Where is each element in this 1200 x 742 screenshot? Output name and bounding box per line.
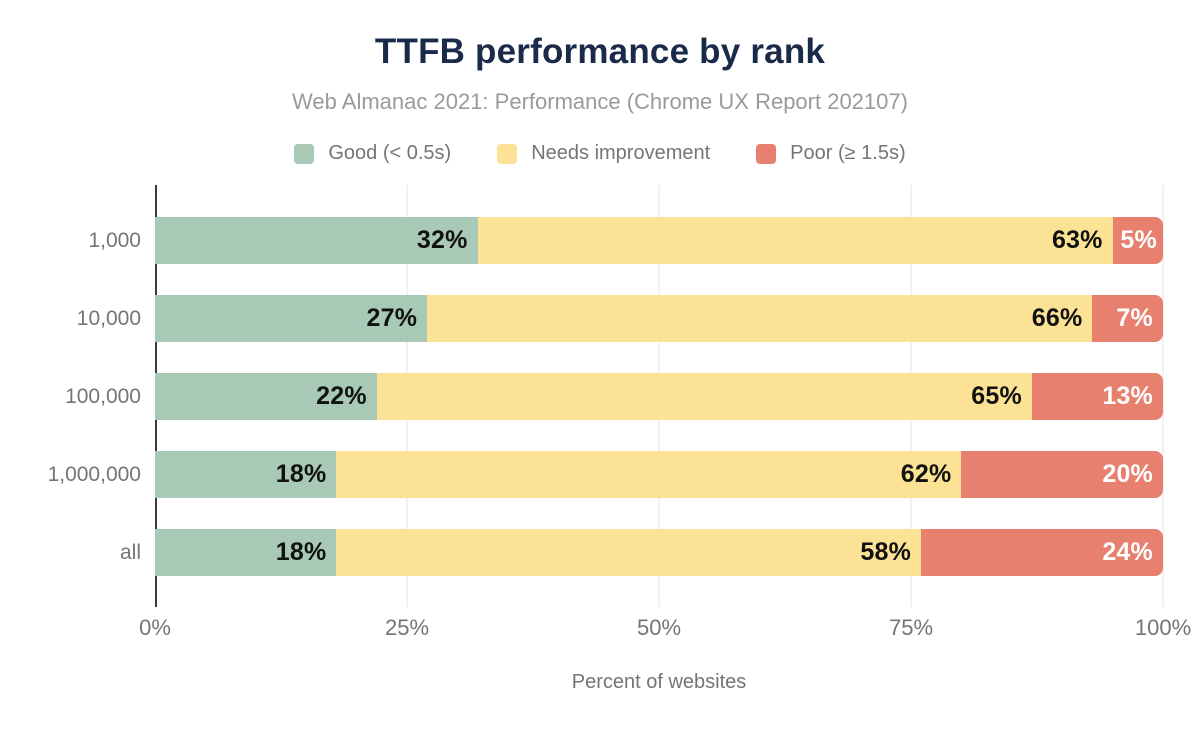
legend-item-poor: Poor (≥ 1.5s) (756, 142, 906, 165)
bar-segment-needs-improvement: 65% (376, 373, 1032, 420)
chart-subtitle: Web Almanac 2021: Performance (Chrome UX… (292, 89, 908, 114)
bar-value-label: 27% (366, 304, 418, 332)
bar-value-label: 22% (316, 382, 367, 410)
chart-title: TTFB performance by rank (374, 32, 826, 71)
x-axis-ticks: 0% 25% 50% 75% 100% (139, 615, 1191, 645)
legend-label-good: Good (< 0.5s) (328, 142, 452, 164)
bar-segment-needs-improvement: 66% (427, 295, 1093, 342)
legend-item-needs-improvement: Needs improvement (497, 142, 710, 165)
x-axis-title: Percent of websites (571, 671, 747, 693)
x-tick-label-0: 0% (139, 615, 171, 640)
bar-segment-good: 27% (155, 295, 428, 342)
bar-value-label: 13% (1102, 382, 1153, 410)
category-label: all (119, 540, 141, 564)
bar-value-label: 24% (1102, 538, 1153, 566)
bar-row-10,000: 10,000 27% 66% 7% (77, 295, 1163, 342)
category-label: 1,000 (88, 228, 141, 252)
legend-swatch-good (294, 143, 315, 164)
bar-segment-needs-improvement: 58% (336, 529, 922, 576)
category-label: 10,000 (76, 306, 141, 330)
bar-value-label: 18% (275, 460, 327, 488)
legend-swatch-needs-improvement (497, 143, 518, 164)
gridline-100 (1162, 185, 1164, 607)
x-tick-label-75: 75% (888, 615, 934, 640)
bar-row-all: all 18% 58% 24% (120, 529, 1163, 576)
x-tick-label-50: 50% (636, 615, 682, 640)
bar-segment-poor: 20% (961, 451, 1163, 498)
legend-item-good: Good (< 0.5s) (294, 142, 451, 165)
legend-swatch-poor (756, 143, 777, 164)
bar-value-label: 5% (1120, 226, 1157, 254)
bar-row-1,000: 1,000 32% 63% 5% (88, 217, 1163, 264)
bar-value-label: 7% (1116, 304, 1153, 332)
bars-container: 1,000 32% 63% 5% 10,000 27% 66% 7% 100,000 22% 65%… (48, 217, 1163, 576)
category-label: 100,000 (65, 384, 141, 408)
bar-value-label: 62% (900, 460, 952, 488)
bar-row-1,000,000: 1,000,000 18% 62% 20% (48, 451, 1163, 498)
plot-area: 1,000 32% 63% 5% 10,000 27% 66% 7% 100,000 22% 65%… (48, 185, 1164, 607)
bar-segment-good: 18% (155, 529, 337, 576)
bar-segment-good: 18% (155, 451, 337, 498)
bar-value-label: 18% (275, 538, 327, 566)
bar-segment-good: 32% (155, 217, 478, 264)
legend-label-needs-improvement: Needs improvement (531, 142, 711, 164)
legend: Good (< 0.5s) Needs improvement Poor (≥ 1.… (0, 142, 1200, 165)
category-label: 1,000,000 (47, 462, 141, 486)
bar-row-100,000: 100,000 22% 65% 13% (65, 373, 1163, 420)
bar-segment-needs-improvement: 62% (336, 451, 962, 498)
bar-value-label: 65% (971, 382, 1022, 410)
bar-value-label: 20% (1102, 460, 1153, 488)
bar-segment-poor: 5% (1112, 217, 1163, 264)
x-tick-label-100: 100% (1134, 615, 1192, 640)
bar-value-label: 58% (860, 538, 912, 566)
bar-segment-needs-improvement: 63% (477, 217, 1113, 264)
bar-value-label: 63% (1051, 226, 1103, 254)
bar-value-label: 66% (1031, 304, 1083, 332)
bar-segment-poor: 24% (921, 529, 1163, 576)
bar-segment-poor: 7% (1092, 295, 1163, 342)
legend-label-poor: Poor (≥ 1.5s) (790, 142, 906, 164)
bar-segment-poor: 13% (1031, 373, 1163, 420)
x-tick-label-25: 25% (384, 615, 430, 640)
bar-segment-good: 22% (155, 373, 377, 420)
bar-value-label: 32% (416, 226, 468, 254)
